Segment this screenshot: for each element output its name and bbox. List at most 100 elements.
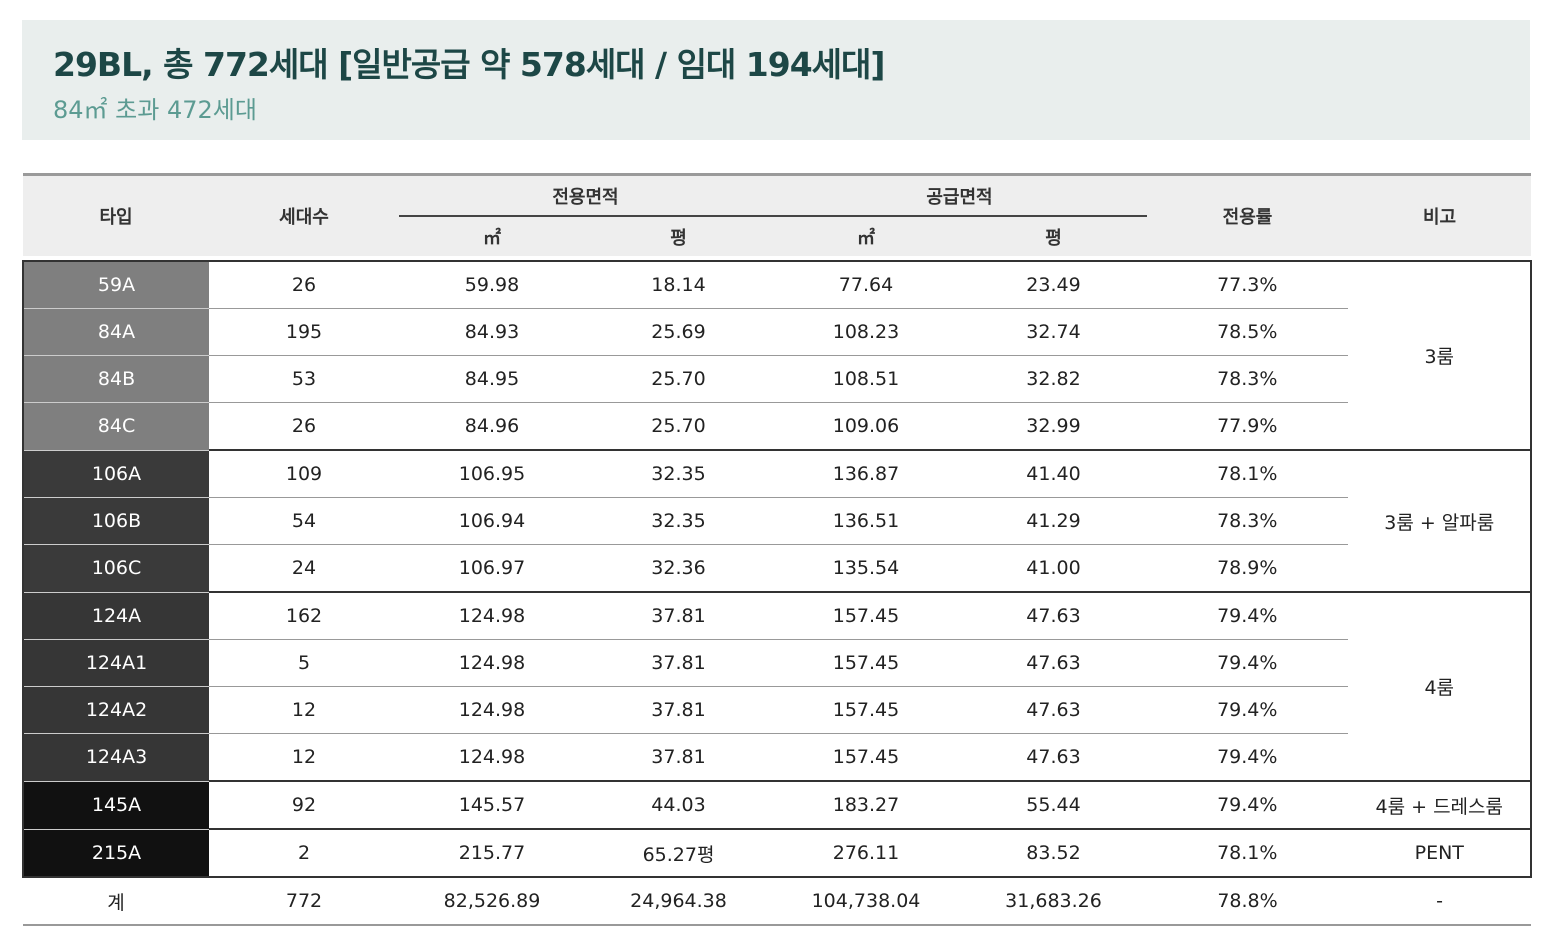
data-cell: 25.70 <box>585 402 772 450</box>
type-cell: 106C <box>23 544 209 592</box>
data-cell: 32.74 <box>960 308 1147 356</box>
table-body: 59A 26 59.98 18.14 77.64 23.49 77.3% 3룸 84A 195 84… <box>23 260 1532 877</box>
data-cell: 25.70 <box>585 355 772 403</box>
data-cell: 47.63 <box>960 733 1147 781</box>
data-cell: 79.4% <box>1147 733 1348 781</box>
data-cell: 41.40 <box>960 449 1147 498</box>
data-cell: 108.23 <box>772 308 960 356</box>
data-cell: 37.81 <box>585 591 772 640</box>
data-cell: 124.98 <box>399 591 585 640</box>
data-cell: 78.1% <box>1147 449 1348 498</box>
data-cell: 53 <box>209 355 399 403</box>
data-cell: 136.51 <box>772 497 960 545</box>
data-cell: 79.4% <box>1147 591 1348 640</box>
col-header: 전용면적 <box>399 173 772 217</box>
data-cell: 106.95 <box>399 449 585 498</box>
data-cell: 215.77 <box>399 828 585 877</box>
table-row: 124A2 12 124.98 37.81 157.45 47.63 79.4% <box>23 686 1531 734</box>
remark-cell: 4룸 + 드레스룸 <box>1347 780 1532 829</box>
type-cell: 59A <box>23 260 209 309</box>
total-cell: 24,964.38 <box>585 876 772 926</box>
unit-header: 평 <box>585 216 772 256</box>
data-cell: 157.45 <box>772 639 960 687</box>
data-cell: 32.36 <box>585 544 772 592</box>
total-cell: 104,738.04 <box>772 876 960 926</box>
total-cell: 78.8% <box>1147 876 1348 926</box>
total-cell: - <box>1348 876 1531 926</box>
data-cell: 47.63 <box>960 591 1147 640</box>
col-header: 전용률 <box>1147 173 1348 256</box>
total-row: 계 772 82,526.89 24,964.38 104,738.04 31,683.2… <box>23 876 1531 926</box>
data-cell: 135.54 <box>772 544 960 592</box>
data-cell: 92 <box>209 780 399 829</box>
data-cell: 157.45 <box>772 591 960 640</box>
data-cell: 136.87 <box>772 449 960 498</box>
area-table: 타입 세대수 전용면적 공급면적 전용률 비고 ㎡ 평 ㎡ 평 59A 26 59.… <box>22 173 1532 926</box>
table-row: 106B 54 106.94 32.35 136.51 41.29 78.3% <box>23 497 1531 545</box>
table-row: 124A 162 124.98 37.81 157.45 47.63 79.4% 4룸 <box>23 591 1532 781</box>
data-cell: 78.9% <box>1147 544 1348 592</box>
data-cell: 44.03 <box>585 780 772 829</box>
data-cell: 37.81 <box>585 733 772 781</box>
data-cell: 84.96 <box>399 402 585 450</box>
data-cell: 37.81 <box>585 686 772 734</box>
data-cell: 77.9% <box>1147 402 1348 450</box>
unit-header: ㎡ <box>772 216 960 256</box>
data-cell: 26 <box>209 260 399 309</box>
data-cell: 47.63 <box>960 686 1147 734</box>
data-cell: 32.35 <box>585 449 772 498</box>
total-cell: 계 <box>23 876 209 926</box>
data-cell: 65.27평 <box>585 828 772 877</box>
remark-cell: 3룸 <box>1347 260 1532 450</box>
data-cell: 41.00 <box>960 544 1147 592</box>
remark-cell: 4룸 <box>1347 591 1532 781</box>
data-cell: 47.63 <box>960 639 1147 687</box>
remark-cell: PENT <box>1347 828 1532 877</box>
type-cell: 124A1 <box>23 639 209 687</box>
table-row: 59A 26 59.98 18.14 77.64 23.49 77.3% 3룸 <box>23 260 1532 450</box>
col-header: 비고 <box>1348 173 1531 256</box>
data-cell: 195 <box>209 308 399 356</box>
data-cell: 32.35 <box>585 497 772 545</box>
table-row: 84A 195 84.93 25.69 108.23 32.74 78.5% <box>23 308 1531 356</box>
table-total: 계 772 82,526.89 24,964.38 104,738.04 31,683.2… <box>23 876 1531 926</box>
data-cell: 83.52 <box>960 828 1147 877</box>
table-row: 84C 26 84.96 25.70 109.06 32.99 77.9% <box>23 402 1531 450</box>
type-cell: 145A <box>23 780 209 829</box>
subtitle: 84㎡ 초과 472세대 <box>53 96 257 124</box>
data-cell: 32.82 <box>960 355 1147 403</box>
type-cell: 124A2 <box>23 686 209 734</box>
type-cell: 84C <box>23 402 209 450</box>
data-cell: 12 <box>209 733 399 781</box>
data-cell: 2 <box>209 828 399 877</box>
data-cell: 24 <box>209 544 399 592</box>
data-cell: 79.4% <box>1147 686 1348 734</box>
data-cell: 5 <box>209 639 399 687</box>
data-cell: 12 <box>209 686 399 734</box>
table-row: 106A 109 106.95 32.35 136.87 41.40 78.1% 3룸 + 알… <box>23 449 1532 592</box>
unit-header: ㎡ <box>399 216 585 256</box>
data-cell: 41.29 <box>960 497 1147 545</box>
data-cell: 18.14 <box>585 260 772 309</box>
data-cell: 109 <box>209 449 399 498</box>
data-cell: 78.1% <box>1147 828 1348 877</box>
data-cell: 157.45 <box>772 733 960 781</box>
col-header: 타입 <box>23 173 209 256</box>
data-cell: 109.06 <box>772 402 960 450</box>
type-cell: 215A <box>23 828 209 877</box>
table-row: 215A 2 215.77 65.27평 276.11 83.52 78.1% PENT <box>23 828 1532 877</box>
data-cell: 23.49 <box>960 260 1147 309</box>
data-cell: 124.98 <box>399 639 585 687</box>
data-cell: 37.81 <box>585 639 772 687</box>
data-cell: 26 <box>209 402 399 450</box>
col-header: 세대수 <box>209 173 399 256</box>
data-cell: 162 <box>209 591 399 640</box>
data-cell: 78.5% <box>1147 308 1348 356</box>
data-cell: 124.98 <box>399 686 585 734</box>
data-cell: 59.98 <box>399 260 585 309</box>
col-header: 공급면적 <box>772 173 1147 217</box>
data-cell: 84.93 <box>399 308 585 356</box>
title: 29BL, 총 772세대 [일반공급 약 578세대 / 임대 194세대] <box>53 45 885 84</box>
data-cell: 124.98 <box>399 733 585 781</box>
